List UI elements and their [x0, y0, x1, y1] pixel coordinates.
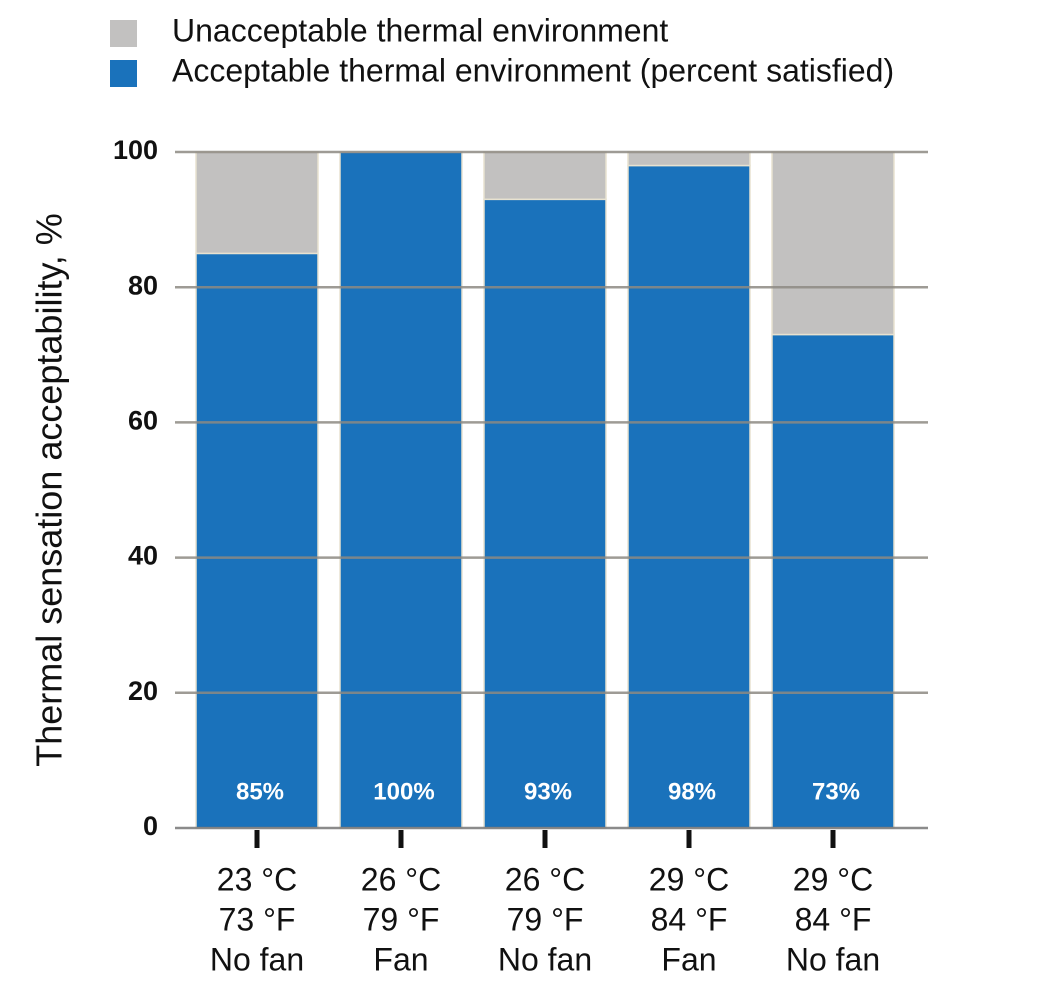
- value-label: 93%: [524, 778, 572, 805]
- x-tick-label: 29 °C: [649, 861, 729, 897]
- value-label: 85%: [236, 778, 284, 805]
- bar-segment: [339, 151, 463, 829]
- x-tick-label: 23 °C: [217, 861, 297, 897]
- x-tick-label: No fan: [210, 941, 304, 977]
- y-tick-label: 20: [128, 676, 158, 706]
- y-axis-title: Thermal sensation acceptability, %: [29, 213, 70, 767]
- bar-segment: [771, 333, 895, 829]
- bar-segment: [627, 151, 751, 167]
- x-tick-label: No fan: [498, 941, 592, 977]
- bar-segment: [195, 252, 319, 829]
- x-tick-label: Fan: [373, 941, 428, 977]
- x-tick-label: 73 °F: [219, 901, 296, 937]
- y-tick-label: 60: [128, 406, 158, 436]
- x-tick-label: 84 °F: [795, 901, 872, 937]
- x-tick-label: Fan: [661, 941, 716, 977]
- x-tick-label: 79 °F: [507, 901, 584, 937]
- legend-label: Unacceptable thermal environment: [172, 12, 668, 48]
- bar-segment: [195, 151, 319, 255]
- bar-segment: [483, 198, 607, 829]
- value-label: 98%: [668, 778, 716, 805]
- x-tick-label: 26 °C: [505, 861, 585, 897]
- legend-swatch: [110, 60, 137, 87]
- y-tick-label: 80: [128, 270, 158, 300]
- x-tick-label: 79 °F: [363, 901, 440, 937]
- x-tick-label: 84 °F: [651, 901, 728, 937]
- bar-segment: [771, 151, 895, 336]
- value-label: 100%: [373, 778, 434, 805]
- bar-segment: [483, 151, 607, 201]
- legend-swatch: [110, 20, 137, 47]
- value-label: 73%: [812, 778, 860, 805]
- x-tick-label: 29 °C: [793, 861, 873, 897]
- y-tick-label: 0: [143, 811, 158, 841]
- bar-segment: [627, 164, 751, 829]
- y-tick-label: 100: [113, 135, 158, 165]
- legend-label: Acceptable thermal environment (percent …: [172, 52, 894, 88]
- x-tick-label: No fan: [786, 941, 880, 977]
- y-tick-label: 40: [128, 541, 158, 571]
- x-tick-label: 26 °C: [361, 861, 441, 897]
